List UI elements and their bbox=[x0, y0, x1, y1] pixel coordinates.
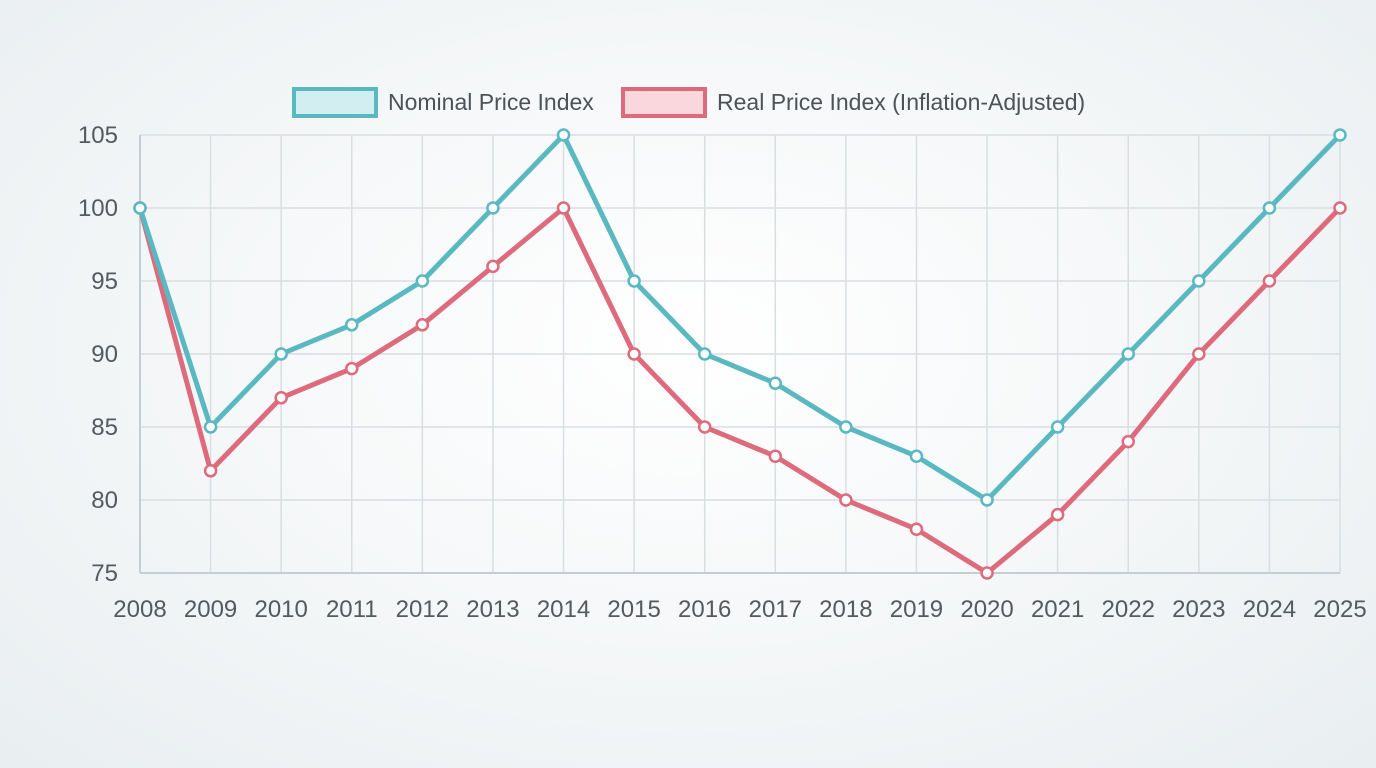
x-tick-label: 2021 bbox=[1031, 596, 1084, 623]
data-point bbox=[203, 464, 218, 478]
data-point bbox=[556, 128, 571, 142]
data-point bbox=[1050, 420, 1065, 434]
data-point bbox=[345, 318, 359, 332]
data-point bbox=[627, 274, 641, 288]
data-point bbox=[980, 493, 994, 507]
data-point bbox=[909, 522, 924, 536]
x-tick-label: 2023 bbox=[1172, 596, 1225, 623]
legend-swatch bbox=[292, 87, 378, 118]
data-point bbox=[1333, 201, 1347, 215]
x-tick-label: 2020 bbox=[960, 596, 1013, 623]
x-tick-label: 2019 bbox=[890, 596, 943, 623]
series-line bbox=[137, 205, 1343, 576]
x-tick-label: 2010 bbox=[254, 596, 307, 623]
data-point bbox=[203, 420, 218, 434]
legend-swatch bbox=[621, 87, 707, 118]
x-tick-label: 2012 bbox=[396, 596, 449, 623]
data-point bbox=[415, 274, 430, 288]
y-tick-label: 75 bbox=[91, 560, 118, 587]
series-0 bbox=[133, 128, 1347, 507]
legend-item: Real Price Index (Inflation-Adjusted) bbox=[621, 87, 1085, 118]
series-1 bbox=[133, 201, 1347, 580]
x-tick-label: 2018 bbox=[819, 596, 872, 623]
x-tick-label: 2008 bbox=[113, 596, 166, 623]
data-point bbox=[768, 449, 783, 463]
x-tick-label: 2025 bbox=[1313, 596, 1366, 623]
axes: 75 80 85 90 95 100 105 2008 2009 2010 2011 2012 2013… bbox=[78, 122, 1367, 623]
data-point bbox=[1192, 274, 1206, 288]
data-point bbox=[1262, 201, 1277, 215]
data-point bbox=[839, 420, 853, 434]
x-tick-label: 2022 bbox=[1102, 596, 1155, 623]
x-tick-label: 2024 bbox=[1243, 596, 1296, 623]
x-tick-label: 2017 bbox=[749, 596, 802, 623]
data-point bbox=[697, 420, 712, 434]
legend-label: Real Price Index (Inflation-Adjusted) bbox=[717, 89, 1085, 115]
data-point bbox=[274, 391, 288, 405]
data-point bbox=[556, 201, 571, 215]
data-point bbox=[274, 347, 288, 361]
x-tick-label: 2013 bbox=[466, 596, 519, 623]
data-point bbox=[697, 347, 712, 361]
y-tick-label: 90 bbox=[91, 341, 118, 368]
legend-item: Nominal Price Index bbox=[292, 87, 594, 118]
y-tick-label: 80 bbox=[91, 487, 118, 514]
data-point bbox=[839, 493, 853, 507]
legend-label: Nominal Price Index bbox=[388, 89, 594, 115]
data-point bbox=[415, 318, 430, 332]
data-point bbox=[627, 347, 641, 361]
series-layer bbox=[133, 128, 1347, 580]
x-tick-label: 2014 bbox=[537, 596, 590, 623]
data-point bbox=[1121, 434, 1135, 449]
y-tick-label: 100 bbox=[78, 195, 118, 222]
y-tick-label: 95 bbox=[91, 268, 118, 295]
data-point bbox=[1333, 128, 1347, 142]
data-point bbox=[1192, 347, 1206, 361]
data-point bbox=[1121, 347, 1135, 361]
y-tick-label: 85 bbox=[91, 414, 118, 441]
x-tick-label: 2015 bbox=[607, 596, 660, 623]
y-tick-label: 105 bbox=[78, 122, 118, 149]
data-point bbox=[909, 449, 924, 463]
data-point bbox=[345, 361, 359, 376]
data-point bbox=[980, 566, 994, 580]
x-tick-label: 2011 bbox=[326, 596, 378, 623]
x-tick-label: 2016 bbox=[678, 596, 731, 623]
data-point bbox=[486, 259, 500, 274]
series-line bbox=[137, 132, 1343, 503]
x-tick-label: 2009 bbox=[184, 596, 237, 623]
grid bbox=[139, 134, 1341, 574]
data-point bbox=[1050, 507, 1065, 522]
data-point bbox=[768, 376, 783, 390]
legend: Nominal Price Index Real Price Index (Inf… bbox=[292, 87, 1085, 118]
data-point bbox=[1262, 274, 1277, 288]
data-point bbox=[486, 201, 500, 215]
data-point bbox=[133, 201, 147, 215]
